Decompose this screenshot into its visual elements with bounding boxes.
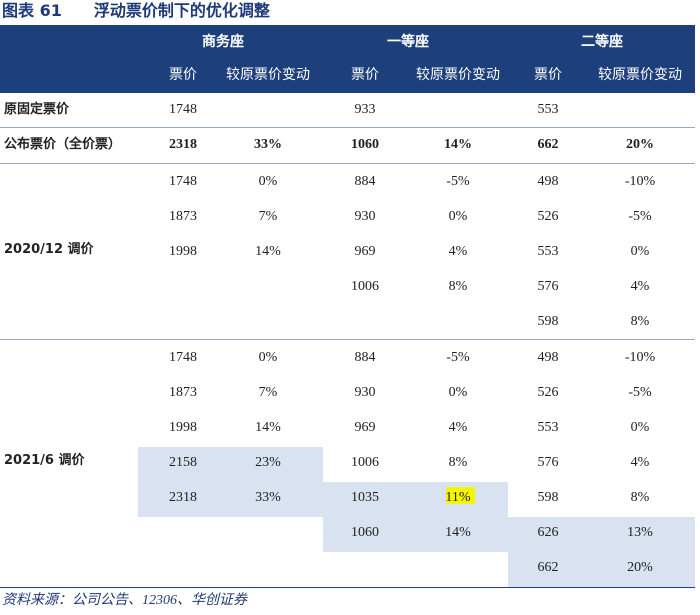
source: 资料来源：公司公告、12306、华创证券 [2,593,247,608]
cell: 884 [354,350,376,365]
cell: 14% [444,137,472,152]
row-label: 公布票价（全价票） [4,137,122,152]
cell: 0% [630,420,650,435]
cell: 20% [627,560,653,575]
cell: 4% [630,455,650,470]
column-header: 票价 [169,67,197,83]
cell: 20% [626,137,654,152]
rule [0,587,695,588]
cell: 662 [537,560,559,575]
cell: 7% [258,385,278,400]
cell: 626 [537,525,559,540]
cell: 2158 [169,455,197,470]
cell: 1060 [351,525,379,540]
cell: 598 [537,314,559,329]
column-header: 票价 [351,67,379,83]
cell: 1748 [169,102,197,117]
group-header: 一等座 [387,34,429,50]
cell: 884 [354,174,376,189]
cell: 553 [537,102,559,117]
cell: 1035 [351,490,379,505]
cell: 8% [448,455,468,470]
highlight [138,447,323,517]
cell: 23% [255,455,281,470]
cell: 1998 [169,244,197,259]
cell: 1748 [169,174,197,189]
rule [0,163,695,164]
cell: 14% [255,244,281,259]
title: 图表 61 浮动票价制下的优化调整 [2,1,270,20]
cell: 2318 [169,137,197,152]
cell: -5% [628,385,652,400]
cell: 4% [630,279,650,294]
group-label: 2020/12 调价 [4,242,94,257]
group-header: 商务座 [202,34,244,50]
cell: 0% [258,350,278,365]
group-label: 2021/6 调价 [4,453,85,468]
cell: -10% [624,350,656,365]
cell: 0% [448,385,468,400]
cell: 8% [448,279,468,294]
column-header: 较原票价变动 [226,67,310,83]
cell: 1006 [351,455,379,470]
cell: 598 [537,490,559,505]
cell: 0% [630,244,650,259]
cell: 498 [537,174,559,189]
header-bg [0,25,695,93]
cell: 576 [537,279,559,294]
cell: 526 [537,209,559,224]
cell: 1998 [169,420,197,435]
cell: 0% [448,209,468,224]
cell: 14% [445,525,471,540]
cell: -5% [446,174,470,189]
cell: 1748 [169,350,197,365]
cell: 1873 [169,209,197,224]
group-header: 二等座 [581,34,623,50]
highlight-yellow [446,487,475,504]
cell: 11% [445,490,471,505]
cell: 930 [354,385,376,400]
cell: -10% [624,174,656,189]
cell: 498 [537,350,559,365]
rule [0,339,695,340]
rule [0,127,695,128]
row-label: 原固定票价 [4,102,70,117]
column-header: 较原票价变动 [416,67,500,83]
cell: 13% [627,525,653,540]
cell: 2318 [169,490,197,505]
cell: 0% [258,174,278,189]
cell: 526 [537,385,559,400]
cell: 1006 [351,279,379,294]
cell: 553 [537,244,559,259]
cell: 33% [255,490,281,505]
cell: -5% [628,209,652,224]
cell: 933 [354,102,376,117]
cell: 662 [537,137,559,152]
cell: 33% [254,137,282,152]
cell: 7% [258,209,278,224]
column-header: 较原票价变动 [598,67,682,83]
cell: 14% [255,420,281,435]
cell: 930 [354,209,376,224]
cell: 969 [354,420,376,435]
cell: -5% [446,350,470,365]
cell: 4% [448,420,468,435]
cell: 1873 [169,385,197,400]
cell: 8% [630,314,650,329]
highlight [323,482,508,552]
cell: 1060 [351,137,379,152]
cell: 4% [448,244,468,259]
cell: 8% [630,490,650,505]
column-header: 票价 [534,67,562,83]
cell: 969 [354,244,376,259]
cell: 576 [537,455,559,470]
cell: 553 [537,420,559,435]
highlight [508,517,695,587]
